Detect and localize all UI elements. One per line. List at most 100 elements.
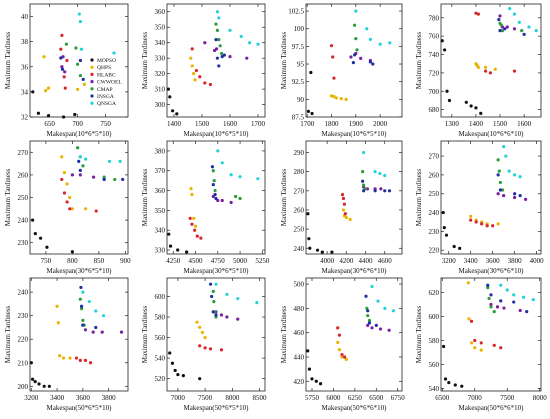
x-tick-label: 3200	[442, 257, 457, 265]
data-point-mopso	[31, 90, 35, 94]
data-point-cmap	[211, 289, 215, 293]
data-point-mopso	[320, 250, 324, 254]
y-tick-label: 320	[155, 70, 166, 78]
data-point-qhps	[61, 356, 66, 360]
data-point-mopso	[175, 112, 179, 116]
data-point-hlabc	[60, 177, 64, 182]
data-point-hlabc	[219, 348, 224, 352]
data-point-mopso	[441, 344, 446, 349]
y-tick-label: 270	[18, 149, 29, 157]
data-point-hlabc	[342, 202, 346, 206]
data-point-cmap	[78, 297, 82, 301]
y-tick-label: 680	[429, 106, 440, 114]
y-tick-label: 350	[155, 207, 166, 215]
data-point-qnsga	[383, 306, 387, 310]
y-tick-label: 600	[429, 313, 440, 321]
data-point-insga	[362, 189, 366, 193]
data-point-insga	[353, 53, 357, 57]
y-tick-label: 240	[18, 289, 29, 297]
data-point-qhps	[334, 96, 338, 100]
data-point-qnsga	[388, 41, 392, 45]
data-point-insga	[496, 173, 500, 177]
data-point-mopso	[306, 109, 311, 113]
plot-frame	[440, 140, 542, 255]
data-point-qnsga	[79, 47, 84, 51]
y-tick-label: 250	[294, 226, 305, 234]
y-tick-label: 260	[18, 171, 29, 179]
data-point-cmap	[496, 158, 500, 162]
data-point-cwwoel	[78, 173, 82, 177]
data-point-qhps	[60, 155, 64, 159]
data-point-cmap	[492, 310, 496, 314]
data-point-hlabc	[94, 209, 98, 213]
data-point-insga	[78, 58, 82, 63]
data-point-mopso	[173, 368, 177, 373]
data-point-cwwoel	[91, 330, 95, 334]
y-tick-label: 700	[429, 88, 440, 96]
x-tick-label: 1500	[195, 120, 210, 128]
chart-panel-9: 3200 3400 3600 3800 200 210 220 230 240 Makespan(…	[4, 277, 129, 412]
data-point-insga	[214, 313, 218, 317]
data-point-hlabc	[83, 358, 88, 362]
y-tick-label: 290	[294, 149, 305, 157]
data-point-qnsga	[228, 28, 232, 32]
data-point-cwwoel	[83, 328, 88, 332]
data-point-insga	[364, 294, 368, 298]
data-point-cwwoel	[60, 65, 64, 69]
data-point-qnsga	[248, 41, 252, 45]
data-point-qnsga	[518, 175, 522, 179]
x-tick-label: 1300	[445, 120, 460, 128]
data-point-insga	[522, 32, 526, 36]
data-point-qnsga	[229, 173, 233, 177]
data-point-hlabc	[512, 69, 517, 73]
data-point-qhps	[193, 224, 198, 228]
x-axis-label: Makespan(10*6*5*10)	[322, 130, 388, 138]
y-tick-label: 330	[155, 247, 166, 255]
y-tick-label: 620	[429, 289, 440, 297]
x-tick-label: 1400	[469, 120, 484, 128]
x-tick-label: 1800	[325, 120, 340, 128]
data-point-cwwoel	[63, 70, 67, 74]
y-tick-label: 34	[21, 88, 29, 96]
data-point-mopso	[447, 98, 452, 103]
data-point-qhps	[469, 341, 474, 345]
data-point-qnsga	[107, 159, 112, 163]
data-point-cwwoel	[70, 173, 74, 177]
x-tick-label: 1700	[300, 120, 315, 128]
data-point-qnsga	[504, 154, 508, 158]
data-point-hlabc	[340, 193, 345, 197]
data-point-mopso	[306, 349, 310, 353]
data-point-insga	[497, 18, 501, 22]
legend-marker-qhps	[90, 65, 94, 69]
y-tick-label: 250	[18, 194, 29, 202]
data-point-hlabc	[342, 355, 347, 359]
data-point-hlabc	[188, 216, 192, 220]
x-tick-label: 5000	[233, 257, 248, 265]
data-point-qhps	[193, 78, 197, 82]
data-point-hlabc	[68, 207, 72, 211]
y-tick-label: 740	[429, 51, 440, 59]
plot-frame	[166, 3, 266, 118]
x-axis-label: Makespan(50*6*6*10)	[459, 404, 525, 412]
y-tick-label: 32	[21, 114, 29, 122]
data-point-mopso	[442, 226, 446, 230]
legend-label-cwwoel: CWWOEL	[97, 80, 122, 86]
data-point-cmap	[365, 306, 369, 310]
data-point-qhps	[329, 94, 334, 98]
data-point-mopso	[37, 382, 41, 386]
data-point-qhps	[84, 207, 88, 211]
data-point-qnsga	[513, 173, 517, 177]
data-point-hlabc	[336, 326, 340, 330]
data-point-qhps	[337, 348, 342, 352]
data-point-cmap	[498, 180, 502, 185]
x-tick-label: 4750	[211, 257, 226, 265]
data-point-hlabc	[199, 236, 203, 240]
data-point-insga	[213, 192, 217, 197]
data-point-cmap	[74, 46, 78, 50]
x-tick-label: 6250	[348, 394, 363, 402]
data-point-qnsga	[81, 290, 85, 294]
data-point-qhps	[198, 325, 202, 329]
x-tick-label: 3600	[76, 394, 91, 402]
data-point-qnsga	[508, 6, 512, 11]
